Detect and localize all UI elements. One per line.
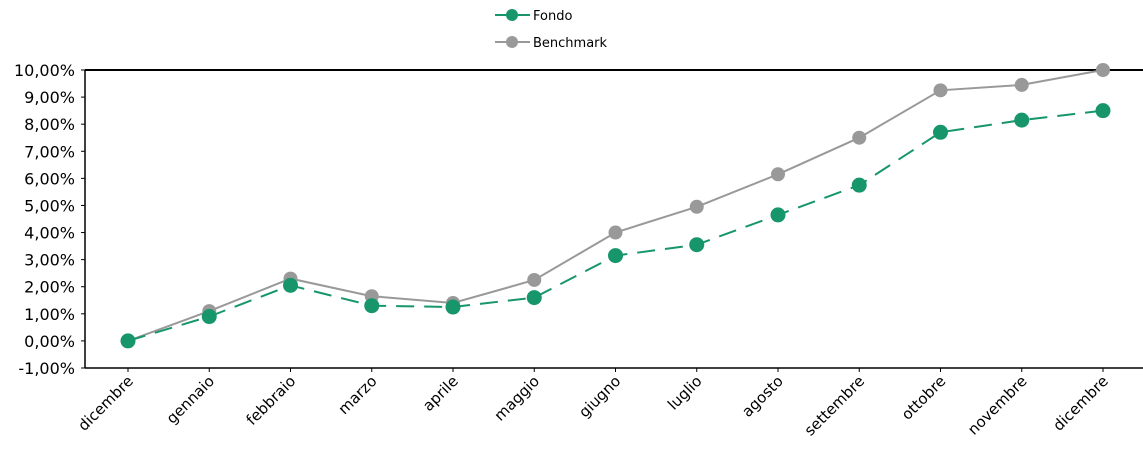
y-tick-label: 8,00% xyxy=(24,115,75,134)
data-point-fondo xyxy=(445,299,461,315)
x-tick-label: ottobre xyxy=(898,372,949,423)
data-point-benchmark xyxy=(527,272,542,287)
y-tick-label: 2,00% xyxy=(24,278,75,297)
axes: -1,00% 0,00% 1,00% 2,00% 3,00% 4,00% 5,00% 6,00… xyxy=(14,61,1143,439)
x-tick-label: settembre xyxy=(801,372,868,439)
y-tick-label: 5,00% xyxy=(24,196,75,215)
data-point-fondo xyxy=(770,207,786,223)
data-point-benchmark xyxy=(933,83,948,98)
x-tick-label: maggio xyxy=(491,372,543,424)
x-tick-label: dicembre xyxy=(1049,372,1111,434)
y-tick-label: 9,00% xyxy=(24,88,75,107)
x-tick-label: marzo xyxy=(335,372,381,418)
x-tick-label: novembre xyxy=(964,372,1030,438)
x-tick-label: aprile xyxy=(419,372,462,415)
data-point-benchmark xyxy=(689,199,704,214)
data-point-fondo xyxy=(1095,103,1111,119)
y-tick-label: -1,00% xyxy=(18,359,75,378)
legend-label-benchmark: Benchmark xyxy=(533,36,608,51)
y-tick-label: 3,00% xyxy=(24,251,75,270)
x-tick-label: dicembre xyxy=(74,372,136,434)
data-point-benchmark xyxy=(1014,77,1029,92)
y-tick-label: 1,00% xyxy=(24,305,75,324)
data-point-fondo xyxy=(608,248,623,264)
legend-marker-benchmark xyxy=(506,36,518,48)
data-point-fondo xyxy=(526,290,542,306)
data-point-fondo xyxy=(689,237,705,253)
x-tick-label: giugno xyxy=(575,372,624,421)
x-tick-label: febbraio xyxy=(243,372,300,429)
data-point-fondo xyxy=(120,333,136,349)
x-tick-label: gennaio xyxy=(163,372,218,427)
data-point-fondo xyxy=(201,309,217,325)
series-line-benchmark xyxy=(127,69,1104,342)
data-point-benchmark xyxy=(771,167,785,182)
data-point-fondo xyxy=(364,298,380,314)
data-point-benchmark xyxy=(1096,63,1110,77)
data-point-fondo xyxy=(1014,112,1030,128)
data-point-fondo xyxy=(851,177,867,193)
data-point-fondo xyxy=(933,124,948,140)
legend: Fondo Benchmark xyxy=(495,9,608,51)
y-tick-label: 7,00% xyxy=(24,142,75,161)
legend-marker-fondo xyxy=(506,9,518,21)
y-tick-label: 6,00% xyxy=(24,169,75,188)
data-point-fondo xyxy=(283,277,298,293)
legend-label-fondo: Fondo xyxy=(533,9,572,24)
y-tick-label: 0,00% xyxy=(24,332,75,351)
y-tick-label: 4,00% xyxy=(24,224,75,243)
y-tick-label: 10,00% xyxy=(14,61,75,80)
data-point-benchmark xyxy=(852,130,867,145)
series xyxy=(120,63,1111,349)
x-tick-label: luglio xyxy=(664,372,706,414)
data-point-benchmark xyxy=(608,225,623,240)
x-tick-label: agosto xyxy=(738,372,787,421)
